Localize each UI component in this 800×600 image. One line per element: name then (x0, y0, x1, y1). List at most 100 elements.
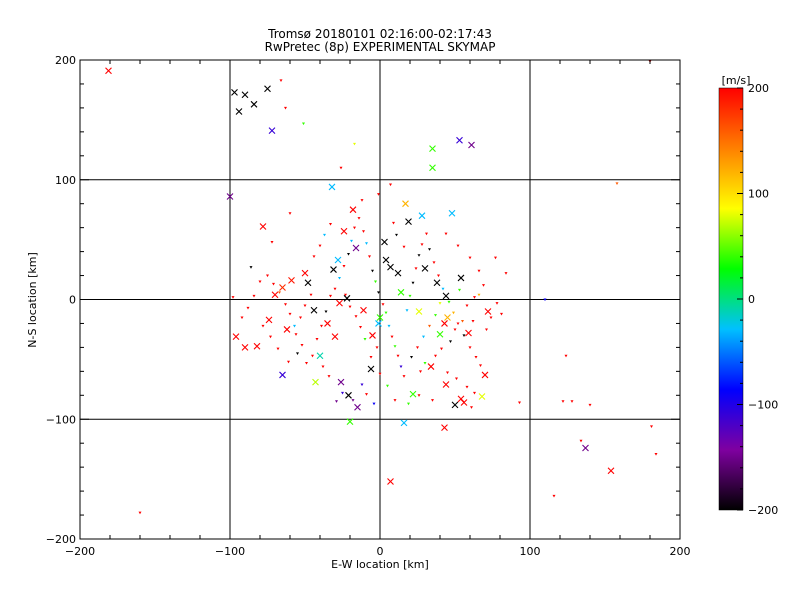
data-point-x (369, 332, 376, 339)
data-point-dot (363, 338, 367, 341)
data-point-x (405, 218, 412, 226)
data-point-dot (269, 335, 272, 339)
data-point-x (352, 244, 360, 252)
data-point-dot (468, 346, 472, 349)
data-point-dot (417, 254, 421, 257)
data-point-x (442, 381, 450, 388)
data-point-dot (447, 300, 451, 304)
data-point-x (232, 333, 240, 341)
data-point-dot (468, 256, 472, 260)
data-point-dot (387, 324, 391, 328)
chart-subtitle: RwPretec (8p) EXPERIMENTAL SKYMAP (264, 40, 496, 54)
data-point-x (376, 314, 384, 321)
data-point-dot (372, 402, 376, 406)
axis-ticks: −200 −100 0 100 200 −200 −100 0 100 200 (46, 54, 691, 558)
data-point-dot (434, 314, 437, 317)
data-point-dot (284, 303, 287, 306)
data-point-x (607, 467, 615, 475)
data-point-dot (246, 306, 250, 310)
data-point-dot (417, 394, 421, 397)
data-point-dot (335, 400, 338, 403)
data-point-dot (389, 183, 392, 187)
data-point-dot (440, 347, 443, 351)
y-axis-label: N-S location [km] (26, 252, 39, 348)
data-point-dot (494, 256, 497, 260)
data-point-x (324, 320, 331, 327)
data-point-dot (485, 328, 488, 332)
data-point-dot (287, 360, 290, 364)
data-point-dot (395, 233, 398, 237)
data-point-dot (489, 316, 493, 320)
data-point-dot (315, 338, 319, 341)
grid-lines (80, 60, 680, 539)
data-point-dot (353, 142, 356, 146)
data-point-dot (402, 245, 406, 249)
data-point-dot (423, 361, 427, 365)
data-point-dot (368, 255, 371, 258)
data-point-dot (318, 244, 322, 248)
data-point-x (402, 200, 409, 208)
data-point-x (312, 378, 319, 386)
data-point-x (582, 444, 589, 452)
data-point-dot (393, 399, 397, 402)
data-point-dot (384, 311, 388, 315)
data-point-x (400, 419, 408, 427)
data-point-dot (465, 385, 469, 389)
data-point-dot (374, 280, 377, 284)
x-axis-label: E-W location [km] (331, 558, 429, 571)
data-point-dot (456, 244, 460, 248)
data-point-dot (296, 352, 299, 355)
data-point-dot (249, 266, 253, 269)
data-point-x (394, 269, 402, 277)
data-point-dot (365, 393, 368, 396)
data-point-x (279, 371, 286, 379)
data-point-x (478, 393, 486, 400)
x-tick-label: −100 (215, 545, 245, 558)
data-point-dot (407, 402, 410, 406)
data-point-x (456, 136, 463, 144)
y-tick-label: 200 (55, 54, 76, 67)
data-point-x (441, 320, 448, 327)
data-point-dot (410, 355, 413, 359)
data-point-x (279, 284, 286, 291)
data-point-x (226, 193, 234, 200)
data-point-dot (240, 316, 244, 320)
y-tick-label: −200 (46, 533, 76, 546)
data-point-dot (276, 347, 280, 351)
data-point-x (360, 306, 367, 314)
data-point-dot (279, 79, 283, 82)
data-point-dot (344, 293, 347, 297)
data-point-x (304, 279, 312, 287)
data-point-dot (347, 252, 350, 256)
data-point-dot (321, 365, 325, 369)
data-point-dot (438, 302, 442, 305)
data-point-dot (419, 370, 422, 373)
data-point-x (354, 403, 361, 411)
data-point-dot (338, 276, 341, 280)
data-point-x (387, 263, 394, 271)
data-point-dot (348, 305, 352, 309)
data-point-dot (411, 281, 415, 285)
data-point-dot (270, 241, 274, 244)
data-point-dot (564, 354, 568, 358)
data-point-dot (392, 221, 395, 225)
x-tick-label: −200 (65, 545, 95, 558)
data-point-dot (302, 122, 305, 126)
data-point-x (441, 424, 448, 432)
data-point-x (429, 164, 436, 172)
data-point-x (283, 326, 291, 333)
data-point-dot (399, 365, 403, 369)
data-point-x (346, 418, 354, 426)
data-point-x (397, 288, 405, 296)
data-point-dot (396, 354, 400, 358)
x-tick-label: 200 (670, 545, 691, 558)
data-point-dot (561, 400, 565, 403)
colorbar-tick-label: 100 (748, 188, 769, 201)
data-point-dot (393, 345, 397, 348)
data-point-dot (477, 293, 481, 297)
data-point-x (330, 266, 337, 273)
data-point-dot (339, 166, 343, 170)
data-point-dot (381, 303, 385, 306)
data-point-dot (462, 334, 466, 338)
